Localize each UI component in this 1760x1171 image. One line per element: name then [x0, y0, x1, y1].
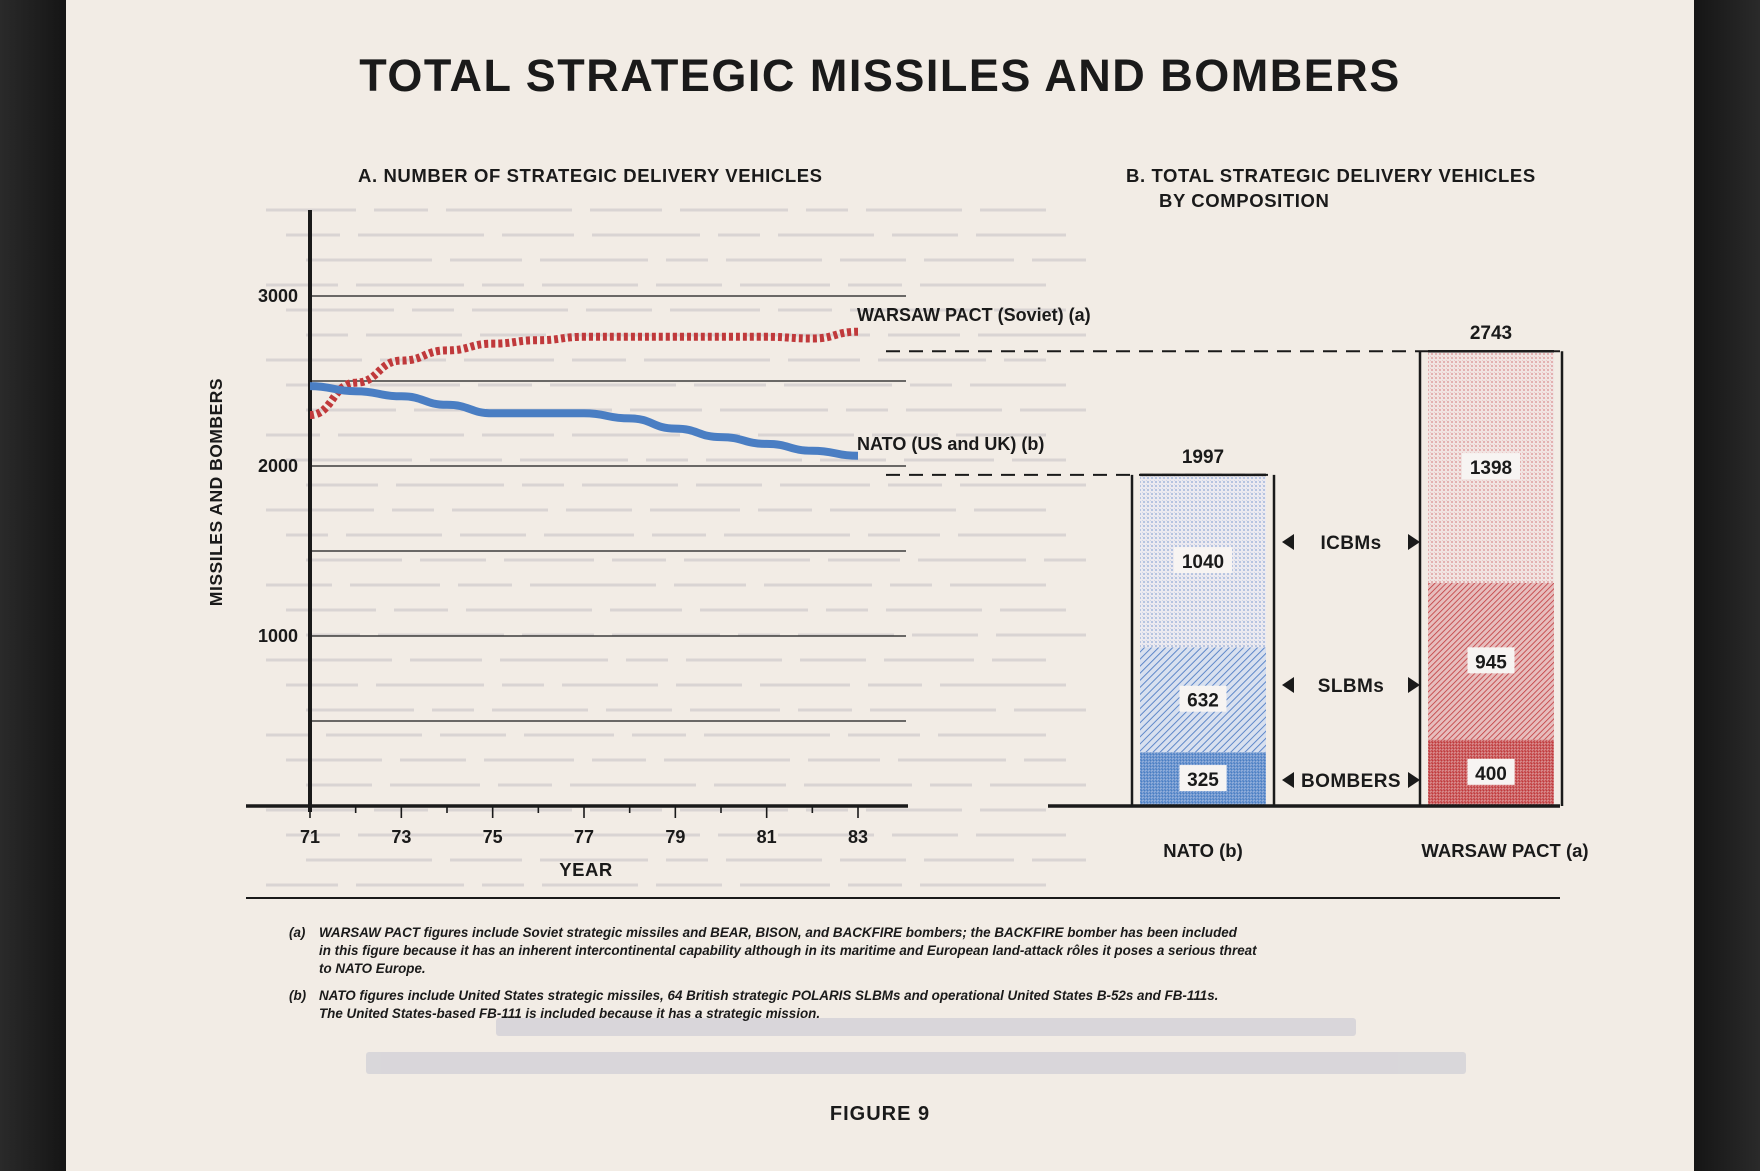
bar-value-backing [1179, 685, 1227, 712]
bar-value-backing [1174, 547, 1232, 574]
bar-value-label: 400 [1475, 764, 1507, 785]
footnote-b: (b) NATO figures include United States s… [289, 987, 1539, 1023]
left-arrow-icon [1282, 772, 1294, 788]
x-tick-label: 79 [665, 827, 685, 847]
footnote-a-line: in this figure because it has an inheren… [319, 943, 1257, 958]
footnote-a-line: WARSAW PACT figures include Soviet strat… [319, 925, 1237, 940]
right-arrow-icon [1408, 677, 1420, 693]
x-tick-label: 73 [391, 827, 411, 847]
y-tick-label: 3000 [258, 286, 298, 306]
nato-series-line [309, 382, 859, 460]
x-tick-label: 83 [848, 827, 868, 847]
bar-value-label: 632 [1187, 691, 1219, 712]
y-axis-label: MISSILES AND BOMBERS [206, 378, 226, 606]
x-tick-label: 81 [757, 827, 777, 847]
figure-svg: TOTAL STRATEGIC MISSILES AND BOMBERS A. N… [206, 50, 1589, 899]
x-tick-label: 71 [300, 827, 320, 847]
footnote-a-key: (a) [289, 925, 306, 940]
nato-series-label: NATO (US and UK) (b) [857, 434, 1044, 454]
bar-total-label: 1997 [1182, 447, 1224, 468]
y-tick-label: 2000 [258, 456, 298, 476]
page-title: TOTAL STRATEGIC MISSILES AND BOMBERS [359, 50, 1401, 101]
panel-b-title: B. TOTAL STRATEGIC DELIVERY VEHICLES [1126, 165, 1536, 186]
component-label: ICBMs [1320, 533, 1381, 554]
right-arrow-icon [1408, 534, 1420, 550]
footnote-b-key: (b) [289, 988, 307, 1003]
x-axis-label: YEAR [559, 859, 612, 880]
bar-frame [1418, 349, 1564, 806]
panel-b-subtitle: BY COMPOSITION [1159, 190, 1329, 211]
x-tick-label: 75 [483, 827, 503, 847]
panel-a-grid [310, 295, 906, 722]
left-arrow-icon [1282, 534, 1294, 550]
bar-value-backing [1179, 765, 1227, 792]
bar-value-label: 325 [1187, 770, 1219, 791]
component-label: BOMBERS [1301, 771, 1401, 792]
bar-value-backing [1467, 647, 1515, 674]
left-arrow-icon [1282, 677, 1294, 693]
panel-a-title: A. NUMBER OF STRATEGIC DELIVERY VEHICLES [358, 165, 823, 186]
figure-label: FIGURE 9 [829, 1103, 931, 1125]
bar-value-label: 945 [1475, 652, 1507, 673]
footnote-b-line: The United States-based FB-111 is includ… [319, 1006, 821, 1021]
bar-value-label: 1040 [1182, 552, 1224, 573]
warsaw-pact-series-label: WARSAW PACT (Soviet) (a) [857, 305, 1091, 325]
bar-value-label: 1398 [1470, 458, 1512, 479]
component-label: SLBMs [1318, 676, 1384, 697]
page: TOTAL STRATEGIC MISSILES AND BOMBERS A. N… [66, 0, 1694, 1171]
bar-value-backing [1467, 758, 1515, 785]
x-tick-label: 77 [574, 827, 594, 847]
bar-value-backing [1462, 453, 1520, 480]
bar-category-label: NATO (b) [1163, 840, 1242, 861]
y-tick-label: 1000 [258, 626, 298, 646]
bar-category-label: WARSAW PACT (a) [1421, 840, 1588, 861]
right-arrow-icon [1408, 772, 1420, 788]
bar-total-label: 2743 [1470, 323, 1512, 344]
bar-frame [1130, 473, 1276, 806]
footnote-a: (a) WARSAW PACT figures include Soviet s… [289, 924, 1539, 978]
footnote-a-line: to NATO Europe. [319, 961, 426, 976]
warsaw-pact-series-line [309, 327, 859, 419]
footnote-b-line: NATO figures include United States strat… [319, 988, 1219, 1003]
